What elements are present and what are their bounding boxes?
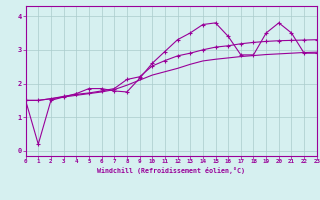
X-axis label: Windchill (Refroidissement éolien,°C): Windchill (Refroidissement éolien,°C) — [97, 167, 245, 174]
